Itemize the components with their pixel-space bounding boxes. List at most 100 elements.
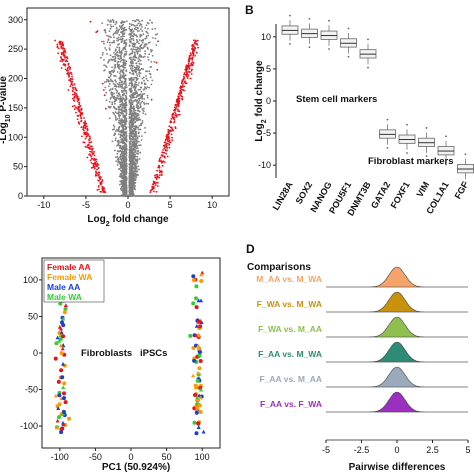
volcano-point (74, 88, 77, 91)
volcano-point (89, 159, 92, 162)
volcano-point (117, 144, 119, 146)
volcano-point (174, 126, 177, 128)
volcano-point (79, 111, 82, 114)
volcano-point (56, 45, 59, 48)
volcano-point (97, 163, 99, 166)
volcano-point (128, 99, 131, 102)
volcano-point (154, 27, 157, 30)
volcano-point (132, 37, 134, 40)
volcano-point (118, 117, 121, 120)
volcano-point (165, 142, 168, 145)
volcano-point (134, 145, 137, 148)
volcano-point (120, 118, 123, 121)
volcano-point (120, 141, 122, 144)
volcano-point (137, 57, 140, 60)
volcano-point (124, 29, 127, 31)
volcano-point (87, 143, 90, 146)
volcano-point (132, 166, 135, 169)
volcano-point (119, 78, 121, 80)
volcano-point (114, 139, 117, 142)
volcano-point (105, 91, 108, 94)
volcano-point (147, 48, 149, 50)
volcano-point (103, 59, 105, 61)
volcano-point (61, 43, 64, 45)
volcano-point (193, 42, 196, 44)
volcano-point (145, 37, 148, 39)
volcano-point (121, 35, 124, 38)
panel-c-ticks: -100 -50 0 50 100 -100 -50 0 50 100 (20, 275, 210, 462)
volcano-point (134, 109, 137, 112)
volcano-point (109, 24, 112, 26)
volcano-point (67, 62, 70, 65)
volcano-point (123, 124, 125, 127)
volcano-point (129, 102, 132, 105)
volcano-point (146, 79, 149, 82)
volcano-point (95, 163, 97, 166)
volcano-point (138, 125, 141, 127)
volcano-point (129, 111, 132, 114)
volcano-point (95, 171, 98, 174)
volcano-point (139, 33, 142, 36)
volcano-point (120, 52, 123, 54)
panel-b-ytick-label: 0 (266, 96, 271, 106)
volcano-point (166, 155, 169, 158)
volcano-point (131, 101, 134, 104)
volcano-point (94, 159, 96, 162)
volcano-point (178, 102, 181, 105)
volcano-point (175, 107, 178, 109)
volcano-point (118, 58, 121, 60)
volcano-point (186, 73, 189, 75)
pca-point (191, 346, 196, 350)
volcano-point (156, 33, 159, 35)
volcano-point (123, 119, 126, 122)
box-outlier (289, 42, 291, 45)
volcano-point (110, 36, 112, 39)
volcano-point (171, 139, 174, 142)
volcano-point (161, 164, 164, 167)
volcano-point (158, 159, 161, 162)
volcano-point (116, 91, 118, 94)
volcano-point (99, 190, 102, 193)
volcano-point (154, 184, 157, 187)
volcano-point (113, 128, 116, 131)
volcano-point (107, 105, 110, 108)
ridge-density (326, 316, 468, 338)
volcano-point (87, 139, 90, 141)
volcano-point (128, 171, 131, 173)
volcano-point (147, 56, 149, 58)
volcano-point (182, 77, 185, 80)
box-outlier (367, 66, 369, 69)
volcano-point (132, 46, 135, 48)
volcano-point (140, 86, 143, 89)
volcano-point (131, 158, 134, 161)
volcano-point (119, 56, 122, 58)
volcano-point (135, 26, 137, 29)
volcano-point (119, 38, 122, 41)
volcano-point (132, 79, 135, 81)
volcano-point (145, 35, 148, 37)
volcano-point (123, 153, 125, 156)
volcano-point (120, 167, 122, 169)
volcano-point (175, 114, 178, 117)
volcano-point (106, 23, 109, 26)
pca-point (197, 403, 202, 408)
volcano-point (186, 65, 189, 67)
volcano-point (141, 47, 144, 50)
volcano-point (104, 191, 106, 194)
volcano-point (136, 112, 139, 115)
volcano-point (125, 91, 128, 94)
pca-point (199, 279, 204, 283)
volcano-point (138, 135, 141, 138)
volcano-point (128, 32, 131, 35)
volcano-point (129, 91, 132, 93)
volcano-point (113, 36, 115, 39)
volcano-point (143, 101, 145, 104)
volcano-point (122, 165, 125, 168)
volcano-point (118, 25, 121, 27)
volcano-point (123, 110, 126, 113)
volcano-point (173, 106, 176, 109)
volcano-point (144, 127, 147, 129)
volcano-point (120, 175, 123, 178)
volcano-point (136, 35, 139, 38)
pca-point (199, 387, 204, 392)
